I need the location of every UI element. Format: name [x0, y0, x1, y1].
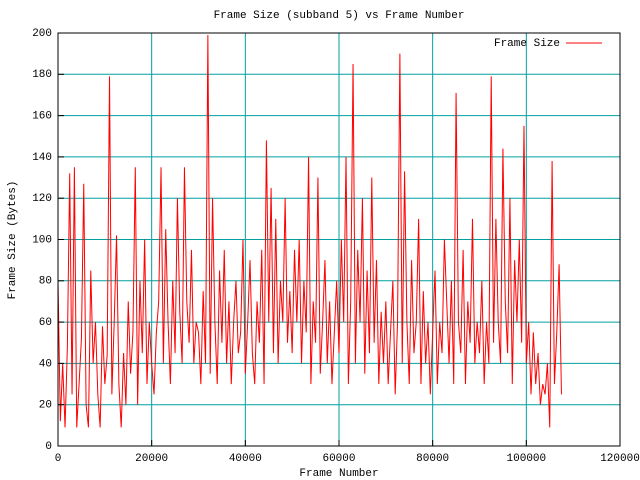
y-tick-label: 100	[32, 234, 52, 246]
x-tick-label: 60000	[322, 453, 355, 465]
chart-title: Frame Size (subband 5) vs Frame Number	[214, 10, 465, 22]
x-axis-label: Frame Number	[299, 468, 378, 480]
y-tick-label: 40	[39, 358, 52, 370]
x-tick-label: 80000	[416, 453, 449, 465]
x-tick-label: 20000	[135, 453, 168, 465]
y-tick-label: 140	[32, 152, 52, 164]
y-axis-label: Frame Size (Bytes)	[7, 181, 19, 300]
y-tick-label: 120	[32, 193, 52, 205]
x-tick-label: 100000	[507, 453, 547, 465]
legend-label: Frame Size	[494, 38, 560, 50]
y-tick-label: 200	[32, 28, 52, 40]
ticks: 0 20 40 60 80 100 120 140 160 180 200 0 20000 40000 60…	[32, 28, 640, 465]
y-tick-label: 20	[39, 400, 52, 412]
x-tick-label: 120000	[600, 453, 640, 465]
x-tick-label: 0	[55, 453, 62, 465]
y-tick-label: 60	[39, 317, 52, 329]
data-line	[57, 35, 562, 428]
y-tick-label: 180	[32, 69, 52, 81]
y-tick-label: 160	[32, 111, 52, 123]
y-tick-label: 0	[45, 441, 52, 453]
y-tick-label: 80	[39, 276, 52, 288]
x-tick-label: 40000	[229, 453, 262, 465]
plot-area	[57, 35, 562, 428]
